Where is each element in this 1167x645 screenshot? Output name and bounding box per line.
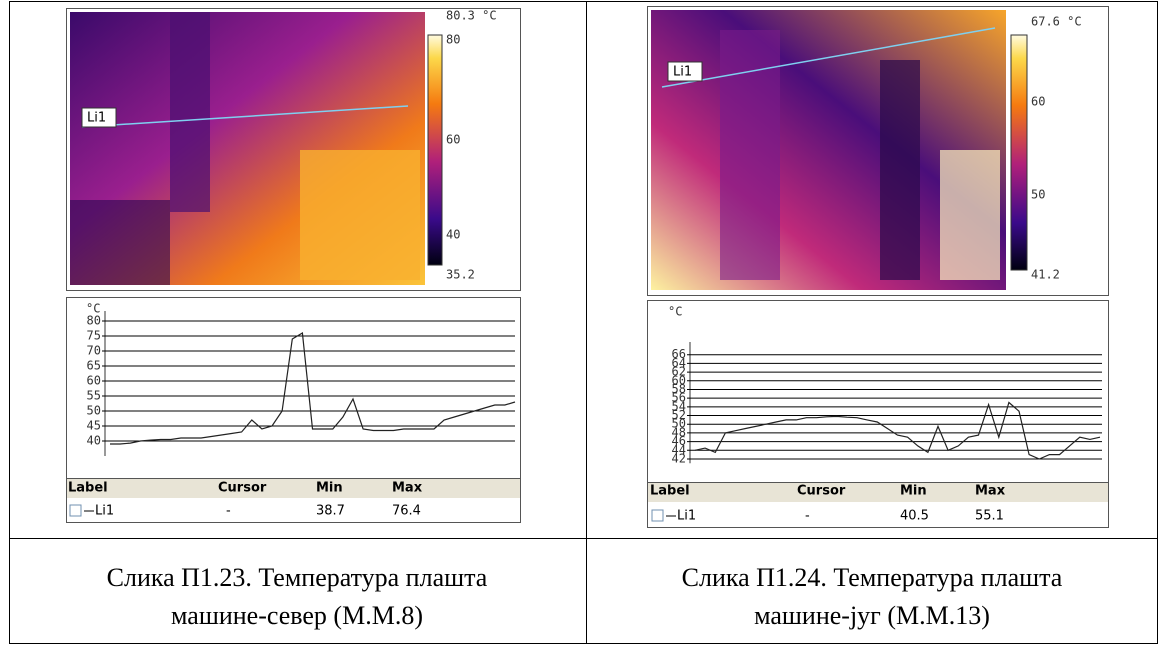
caption: машине-југ (М.М.13) (754, 601, 990, 630)
line-label: Li1 (87, 111, 106, 126)
y-tick-label: 52 (672, 408, 686, 422)
thermal-image-right (651, 10, 1006, 290)
colorbar (1010, 34, 1028, 271)
y-tick-label: 40 (87, 434, 101, 448)
colorbar-label: 60 (446, 133, 460, 147)
y-tick-label: 64 (672, 356, 686, 370)
profile-line (661, 27, 996, 88)
colorbar-label: 80 (446, 33, 460, 47)
checkbox (69, 504, 82, 517)
table-cell: - (805, 509, 810, 524)
chart-frame (647, 300, 1109, 483)
table-header-cell: Min (316, 481, 343, 496)
y-tick-label: 45 (87, 419, 101, 433)
image-frame (66, 8, 521, 291)
table-header-cell: Min (900, 484, 927, 499)
caption: Слика П1.23. Температура плашта (107, 563, 488, 592)
y-tick-label: 75 (87, 329, 101, 343)
y-tick-label: 60 (672, 373, 686, 387)
table-cell: Li1 (677, 509, 696, 524)
y-tick-label: 55 (87, 389, 101, 403)
colorbar-label: 60 (1031, 95, 1045, 109)
table-header-cell: Max (392, 481, 423, 496)
table-cell: 40.5 (900, 509, 929, 524)
checkbox (651, 509, 664, 522)
y-tick-label: 62 (672, 365, 686, 379)
y-tick-label: 44 (672, 443, 686, 457)
table-cell: 38.7 (316, 504, 345, 519)
y-tick-label: 65 (87, 359, 101, 373)
colorbar-label: 80.3 °C (446, 9, 497, 23)
line-label-box (81, 107, 117, 128)
table-header (67, 479, 520, 498)
colorbar-label: 50 (1031, 188, 1045, 202)
colorbar-label: 35.2 (446, 268, 475, 282)
y-tick-label: 70 (87, 344, 101, 358)
caption: Слика П1.24. Температура плашта (682, 563, 1063, 592)
y-tick-label: 56 (672, 391, 686, 405)
table-header-cell: Cursor (797, 484, 846, 499)
y-unit: °C (86, 302, 100, 316)
chart-frame (66, 297, 521, 479)
y-tick-label: 46 (672, 434, 686, 448)
profile-series (110, 332, 516, 445)
table-header (648, 483, 1108, 502)
profile-line (81, 105, 409, 128)
line-label-box (667, 61, 703, 82)
colorbar (427, 34, 443, 266)
y-tick-label: 60 (87, 374, 101, 388)
y-tick-label: 66 (672, 347, 686, 361)
table-cell: - (226, 504, 231, 519)
table-cell: 55.1 (975, 509, 1004, 524)
colorbar-label: 67.6 °C (1031, 15, 1082, 29)
table-header-cell: Cursor (218, 481, 267, 496)
y-tick-label: 50 (87, 404, 101, 418)
y-tick-label: 80 (87, 314, 101, 328)
table-header-cell: Max (975, 484, 1006, 499)
layout-frame (9, 1, 1158, 644)
line-label: Li1 (673, 65, 692, 80)
y-tick-label: 50 (672, 417, 686, 431)
y-tick-label: 54 (672, 399, 686, 413)
table-header-cell: Label (650, 484, 690, 499)
image-frame (647, 6, 1109, 296)
y-tick-label: 42 (672, 451, 686, 465)
y-unit: °C (668, 305, 682, 319)
caption: машине-север (М.М.8) (171, 601, 423, 630)
colorbar-label: 40 (446, 228, 460, 242)
table-cell: 76.4 (392, 504, 421, 519)
profile-series (694, 401, 1101, 460)
thermal-image-left (70, 12, 425, 285)
y-tick-label: 48 (672, 425, 686, 439)
y-tick-label: 58 (672, 382, 686, 396)
table-header-cell: Label (68, 481, 108, 496)
table-cell: Li1 (95, 504, 114, 519)
colorbar-label: 41.2 (1031, 268, 1060, 282)
